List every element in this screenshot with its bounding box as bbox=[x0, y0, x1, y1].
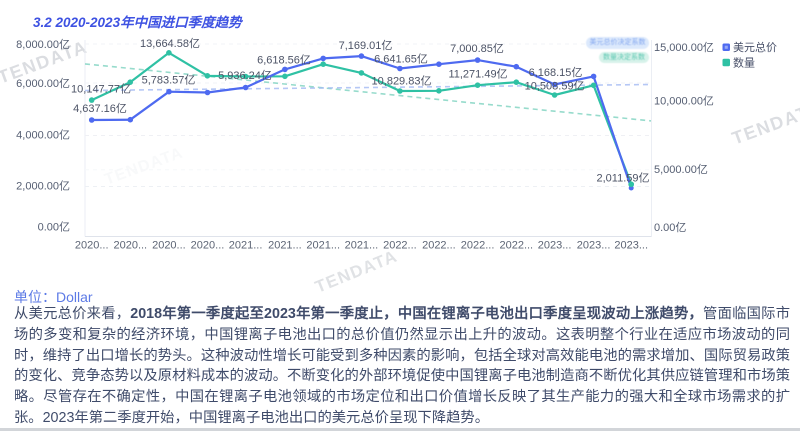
svg-text:4,000.00亿: 4,000.00亿 bbox=[16, 128, 70, 141]
svg-text:2,000.00亿: 2,000.00亿 bbox=[16, 180, 70, 193]
svg-text:2022...: 2022... bbox=[499, 240, 533, 252]
svg-text:0.00亿: 0.00亿 bbox=[654, 221, 686, 234]
svg-text:2021...: 2021... bbox=[306, 240, 340, 252]
svg-text:6,618.56亿: 6,618.56亿 bbox=[257, 53, 311, 66]
svg-text:6,168.15亿: 6,168.15亿 bbox=[529, 66, 583, 79]
svg-text:2020...: 2020... bbox=[113, 240, 147, 252]
svg-text:10,508.59亿: 10,508.59亿 bbox=[525, 79, 585, 92]
svg-text:7,169.01亿: 7,169.01亿 bbox=[339, 39, 393, 52]
svg-text:2022...: 2022... bbox=[422, 240, 456, 252]
svg-text:0.00亿: 0.00亿 bbox=[38, 220, 70, 233]
svg-text:6,641.65亿: 6,641.65亿 bbox=[374, 52, 428, 65]
svg-text:5,000.00亿: 5,000.00亿 bbox=[654, 163, 708, 176]
svg-text:2,011.59亿: 2,011.59亿 bbox=[596, 171, 649, 184]
svg-text:2023...: 2023... bbox=[614, 240, 648, 252]
svg-text:10,147.77亿: 10,147.77亿 bbox=[71, 82, 131, 95]
svg-text:2023...: 2023... bbox=[538, 240, 572, 252]
svg-text:2020...: 2020... bbox=[152, 240, 186, 252]
svg-text:2020...: 2020... bbox=[75, 240, 109, 252]
svg-text:13,664.58亿: 13,664.58亿 bbox=[140, 37, 200, 50]
svg-text:5,783.57亿: 5,783.57亿 bbox=[142, 73, 196, 86]
svg-text:15,000.00亿: 15,000.00亿 bbox=[654, 41, 714, 54]
svg-text:2021...: 2021... bbox=[229, 240, 263, 252]
svg-text:2021...: 2021... bbox=[345, 240, 379, 252]
svg-text:4,637.16亿: 4,637.16亿 bbox=[73, 102, 127, 115]
svg-text:5,936.24亿: 5,936.24亿 bbox=[218, 69, 272, 82]
svg-text:数量: 数量 bbox=[733, 57, 755, 70]
svg-text:8,000.00亿: 8,000.00亿 bbox=[16, 38, 70, 51]
svg-text:2020...: 2020... bbox=[191, 240, 225, 252]
svg-text:6,000.00亿: 6,000.00亿 bbox=[16, 77, 70, 90]
svg-text:2023...: 2023... bbox=[577, 240, 611, 252]
svg-text:2022...: 2022... bbox=[461, 240, 495, 252]
svg-text:美元总价: 美元总价 bbox=[733, 40, 777, 54]
svg-text:2022...: 2022... bbox=[383, 240, 417, 252]
svg-text:7,000.85亿: 7,000.85亿 bbox=[450, 42, 504, 55]
svg-text:10,829.83亿: 10,829.83亿 bbox=[372, 75, 432, 88]
svg-text:2021...: 2021... bbox=[268, 240, 302, 252]
svg-text:10,000.00亿: 10,000.00亿 bbox=[654, 95, 714, 108]
svg-text:11,271.49亿: 11,271.49亿 bbox=[448, 68, 507, 81]
